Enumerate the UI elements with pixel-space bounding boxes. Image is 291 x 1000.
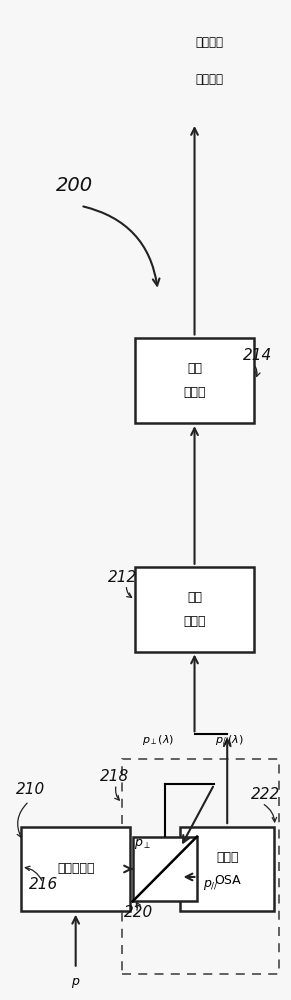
Text: 处理器: 处理器 <box>183 615 206 628</box>
Bar <box>135 567 254 652</box>
Text: 216: 216 <box>29 877 58 892</box>
Text: 220: 220 <box>124 905 153 920</box>
Text: $p$: $p$ <box>71 976 80 990</box>
Text: 噪声: 噪声 <box>187 362 202 375</box>
Bar <box>135 338 254 423</box>
Text: $p_{\perp}(\lambda)$: $p_{\perp}(\lambda)$ <box>142 733 174 747</box>
Bar <box>133 837 197 901</box>
Text: 200: 200 <box>56 176 93 195</box>
Text: OSA: OSA <box>214 874 241 887</box>
Text: 噪声内容: 噪声内容 <box>195 36 223 49</box>
Bar <box>180 827 274 911</box>
Text: 计算器: 计算器 <box>183 386 206 399</box>
Text: $p_{//}(\lambda)$: $p_{//}(\lambda)$ <box>215 734 244 748</box>
Text: 双信道: 双信道 <box>216 851 238 864</box>
Text: 218: 218 <box>100 769 130 784</box>
Bar <box>122 759 279 974</box>
Bar <box>21 827 130 911</box>
Text: 210: 210 <box>16 782 45 797</box>
Text: 偏振扰频器: 偏振扰频器 <box>57 862 94 875</box>
Text: 214: 214 <box>243 348 272 363</box>
Text: 光谱: 光谱 <box>187 591 202 604</box>
Text: $p_{//}$: $p_{//}$ <box>203 878 219 892</box>
Text: 222: 222 <box>251 787 280 802</box>
Text: 带外参数: 带外参数 <box>195 73 223 86</box>
Text: $p_{\perp}$: $p_{\perp}$ <box>134 837 152 851</box>
Text: 212: 212 <box>108 570 138 585</box>
